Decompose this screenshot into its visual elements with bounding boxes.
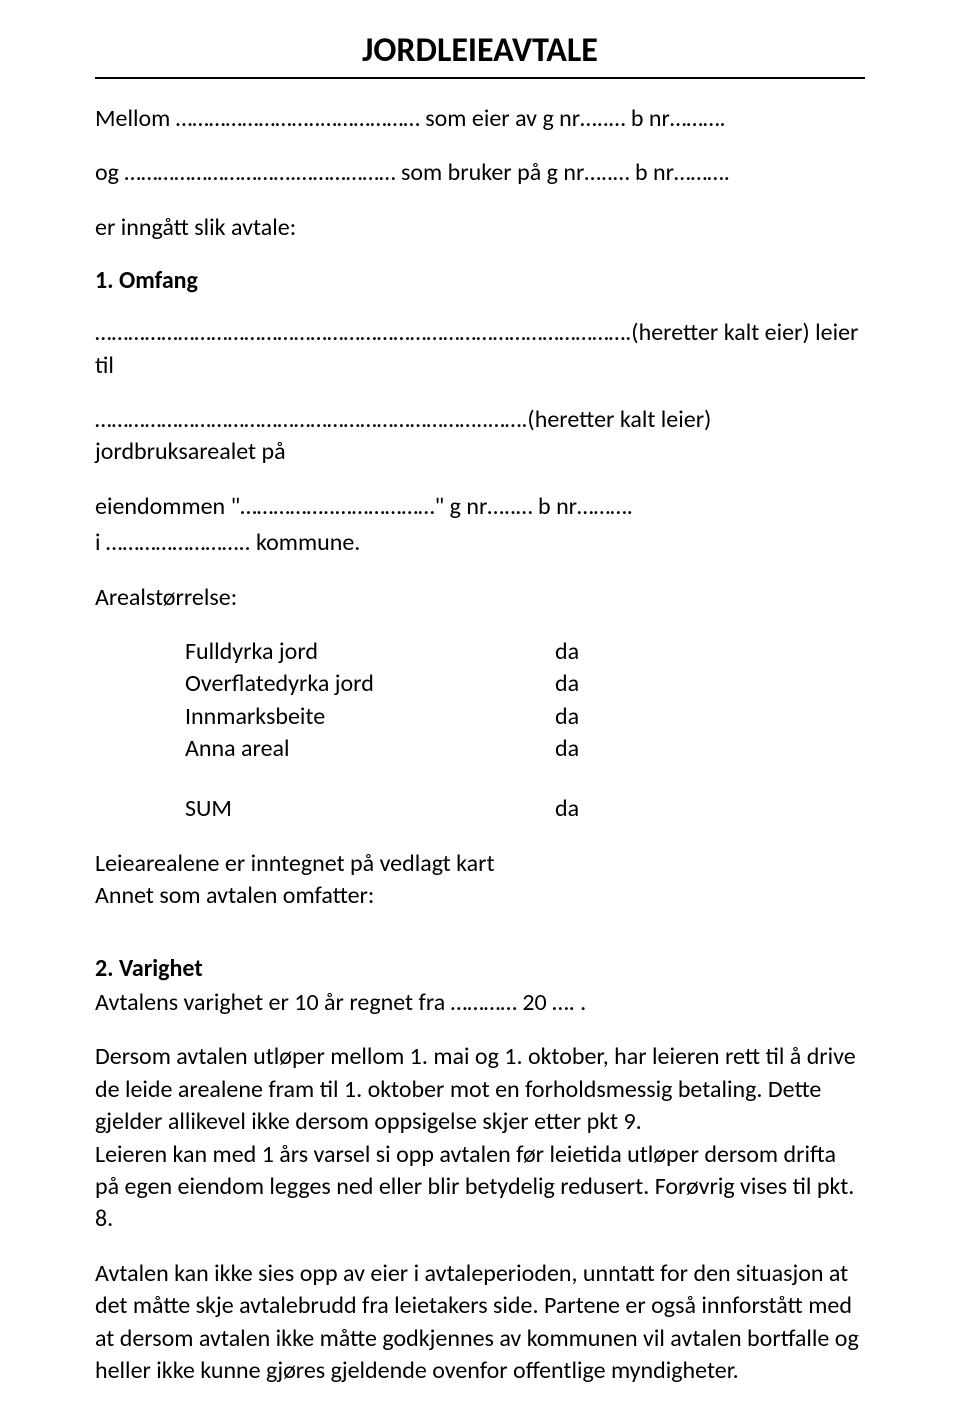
document-title: JORDLEIEAVTALE (95, 30, 865, 71)
intro-line-og: og ………………………….……………… som bruker på g nr…… (95, 157, 865, 189)
section-2-heading: 2. Varighet (95, 954, 203, 983)
areal-label: Overflatedyrka jord (185, 668, 555, 700)
areal-unit: da (555, 668, 615, 700)
areal-heading: Arealstørrelse: (95, 582, 865, 614)
areal-label: Innmarksbeite (185, 701, 555, 733)
areal-sum-unit: da (555, 793, 615, 825)
areal-row: Fulldyrka jord da (185, 636, 865, 668)
areal-sum-label: SUM (185, 793, 555, 825)
areal-row: Innmarksbeite da (185, 701, 865, 733)
sec2-duration-line: Avtalens varighet er 10 år regnet fra ……… (95, 987, 865, 1019)
areal-label: Anna areal (185, 733, 555, 765)
sec1-line3: eiendommen "……………..………………" g nr…..… b nr… (95, 491, 865, 523)
sec2-para1: Dersom avtalen utløper mellom 1. mai og … (95, 1041, 865, 1138)
intro-line-mellom: Mellom ……………………..……………… som eier av g nr… (95, 103, 865, 135)
sec2-para2: Leieren kan med 1 års varsel si opp avta… (95, 1139, 865, 1236)
areal-label: Fulldyrka jord (185, 636, 555, 668)
areal-row: Anna areal da (185, 733, 865, 765)
sec2-para3: Avtalen kan ikke sies opp av eier i avta… (95, 1258, 865, 1388)
areal-sum-row: SUM da (185, 793, 865, 825)
areal-row: Overflatedyrka jord da (185, 668, 865, 700)
sec1-line2: ……………………………………………………………..…….(heretter ka… (95, 404, 865, 469)
leiearealene-line: Leiearealene er inntegnet på vedlagt kar… (95, 848, 865, 880)
intro-line-erinngatt: er inngått slik avtale: (95, 212, 865, 244)
section-1-heading: 1. Omfang (95, 266, 865, 295)
areal-unit: da (555, 636, 615, 668)
areal-unit: da (555, 701, 615, 733)
section-2-heading-line: 2. Varighet (95, 953, 865, 985)
areal-unit: da (555, 733, 615, 765)
sec1-line4: i …………………….. kommune. (95, 527, 865, 559)
sec1-line1: …………………………………………………………………………………….(herett… (95, 317, 865, 382)
areal-table: Fulldyrka jord da Overflatedyrka jord da… (95, 636, 865, 826)
annet-line: Annet som avtalen omfatter: (95, 880, 865, 912)
title-rule (95, 77, 865, 79)
page-root: JORDLEIEAVTALE Mellom ……………………..……………… s… (0, 0, 960, 1427)
